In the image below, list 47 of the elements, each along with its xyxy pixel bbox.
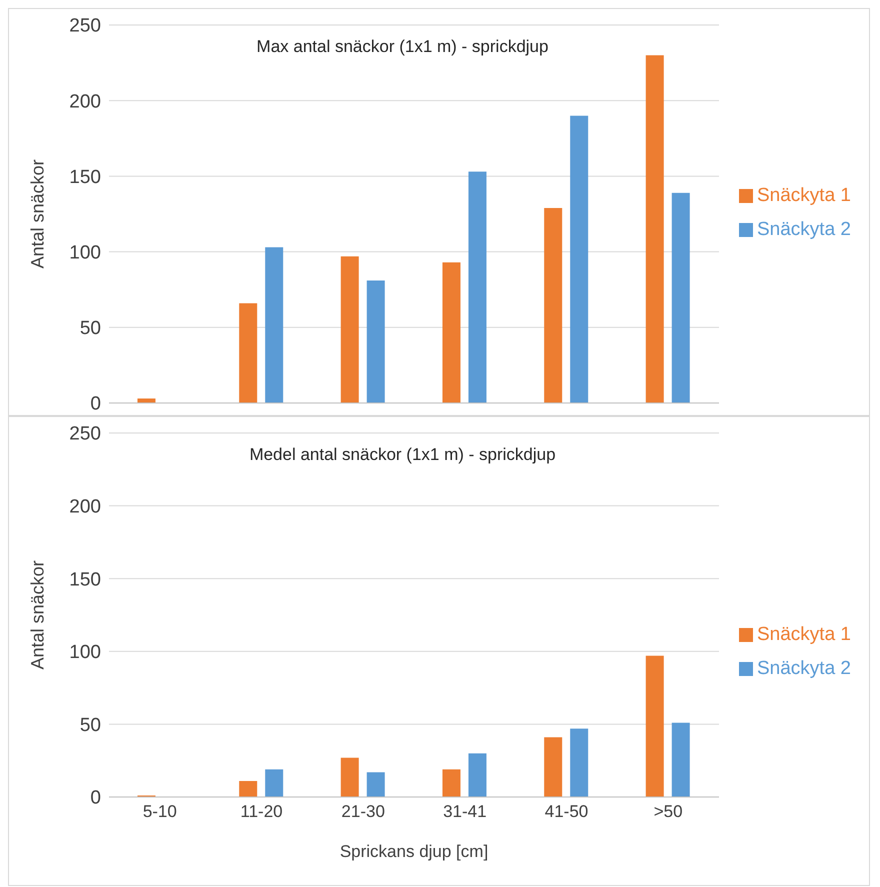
x-axis-title: Sprickans djup [cm] (340, 842, 488, 861)
x-tick-label: 21-30 (341, 802, 385, 822)
bar (442, 769, 460, 797)
bar (265, 769, 284, 797)
legend-label: Snäckyta 2 (757, 219, 851, 240)
y-tick-label: 200 (69, 91, 101, 112)
bar (646, 656, 664, 797)
y-tick-label: 250 (69, 16, 101, 37)
bar (265, 247, 284, 403)
bar (570, 116, 588, 403)
bar (672, 722, 690, 797)
y-tick-label: 250 (69, 424, 101, 445)
x-tick-label: 11-20 (240, 802, 283, 822)
bar (366, 772, 385, 797)
bar (672, 192, 690, 403)
y-tick-label: 100 (69, 242, 101, 264)
y-tick-label: 0 (90, 788, 101, 809)
x-tick-label: 41-50 (544, 802, 588, 822)
bar (468, 753, 486, 797)
y-tick-label: 50 (80, 714, 101, 736)
bar (239, 780, 258, 797)
x-tick-label: 31-41 (443, 802, 487, 822)
y-tick-label: 100 (69, 642, 101, 664)
bar (442, 262, 460, 403)
bar (646, 55, 664, 403)
bar (239, 303, 258, 403)
x-tick-label: 5-10 (142, 802, 177, 822)
legend-label: Snäckyta 2 (757, 658, 851, 679)
legend-label: Snäckyta 1 (757, 185, 851, 206)
bar (544, 737, 562, 797)
bar (544, 208, 562, 403)
y-tick-label: 150 (69, 166, 101, 188)
x-tick-label: >50 (654, 802, 683, 822)
bar (570, 728, 588, 797)
y-tick-label: 150 (69, 569, 101, 590)
y-axis-title: Antal snäckor (27, 560, 48, 670)
bar (340, 758, 359, 797)
bar (468, 172, 486, 403)
bar (340, 256, 359, 403)
y-tick-label: 200 (69, 496, 101, 518)
bar (366, 280, 385, 403)
y-axis-title: Antal snäckor (27, 159, 48, 269)
text: Medel antal snäckor (1x1 m) - sprickdjup (248, 445, 557, 465)
y-tick-label: 50 (80, 318, 101, 340)
legend-label: Snäckyta 1 (757, 624, 851, 645)
text: Max antal snäckor (1x1 m) - sprickdjup (256, 37, 550, 57)
y-tick-label: 0 (90, 394, 101, 415)
